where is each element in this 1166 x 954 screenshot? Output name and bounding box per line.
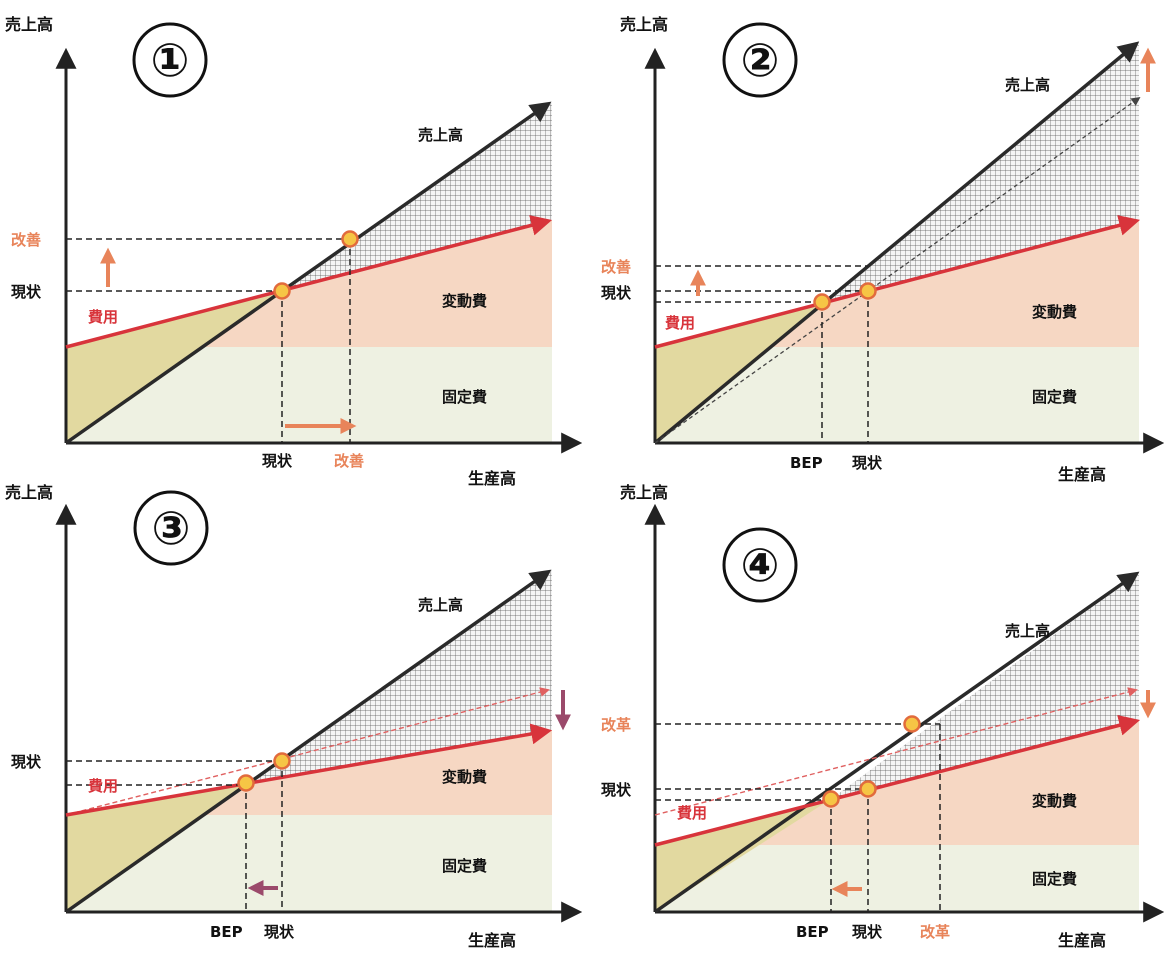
y-axis-label: 売上高 — [620, 15, 668, 34]
sales-line — [64, 101, 552, 445]
cost-label: 費用 — [88, 777, 118, 795]
panel-number-circle — [722, 22, 798, 98]
panel-1: ① 売上高 生産高 売上高 費用 変動費 固定費 改善 現状 現状 改善 — [5, 15, 583, 488]
cost-label: 費用 — [88, 308, 118, 326]
cost-line — [65, 723, 553, 817]
y-mark-current: 現状 — [11, 283, 42, 301]
x-mark-improve: 改善 — [334, 452, 364, 470]
panel-4: ④ 売上高 生産高 売上高 費用 変動費 固定費 改革 現状 BEP 現状 改革 — [601, 483, 1165, 950]
x-axis-label: 生産高 — [1058, 931, 1106, 950]
x-mark-reform: 改革 — [920, 923, 950, 941]
panel-2: ② 売上高 生産高 売上高 費用 変動費 固定費 改善 現状 BEP 現状 — [601, 15, 1165, 484]
fixed-cost-label: 固定費 — [1032, 388, 1077, 406]
improved-point — [341, 230, 359, 248]
fixed-cost-label: 固定費 — [442, 388, 487, 406]
x-axis-label: 生産高 — [468, 469, 516, 488]
sales-label: 売上高 — [418, 596, 463, 614]
x-mark-current: 現状 — [262, 452, 293, 470]
y-mark-reform: 改革 — [601, 716, 631, 734]
y-mark-current: 現状 — [601, 781, 632, 799]
cost-line — [654, 215, 1141, 349]
variable-cost-label: 変動費 — [1032, 792, 1077, 810]
sales-line — [653, 571, 1140, 914]
bep-point — [822, 790, 840, 808]
x-mark-current: 現状 — [852, 923, 883, 941]
cost-label: 費用 — [677, 804, 707, 822]
variable-cost-label: 変動費 — [442, 292, 487, 310]
profit-area — [831, 572, 1139, 799]
x-mark-bep: BEP — [790, 454, 823, 472]
cost-line — [654, 715, 1141, 847]
panel-number: ④ — [741, 538, 780, 592]
old-cost-line — [65, 687, 550, 816]
sales-label: 売上高 — [418, 126, 463, 144]
current-point — [859, 780, 877, 798]
y-axis-label: 売上高 — [5, 15, 53, 34]
y-axis-label: 売上高 — [5, 483, 53, 502]
x-mark-current: 現状 — [264, 923, 295, 941]
variable-cost-area — [66, 220, 552, 347]
y-axis-label: 売上高 — [620, 483, 668, 502]
fixed-cost-label: 固定費 — [1032, 870, 1077, 888]
sales-line — [64, 569, 552, 914]
x-axis-label: 生産高 — [1058, 465, 1106, 484]
current-point — [859, 282, 877, 300]
cost-line — [65, 215, 553, 349]
current-point — [273, 752, 291, 770]
x-mark-bep: BEP — [210, 923, 243, 941]
x-axis-label: 生産高 — [468, 931, 516, 950]
bep-point — [237, 774, 255, 792]
y-mark-current: 現状 — [11, 753, 42, 771]
cost-label: 費用 — [665, 314, 695, 332]
current-point — [273, 282, 291, 300]
y-mark-improve: 改善 — [601, 258, 631, 276]
bep-point — [813, 293, 831, 311]
variable-cost-label: 変動費 — [1032, 303, 1077, 321]
sales-line — [653, 41, 1140, 445]
old-cost-line — [654, 687, 1138, 816]
panel-3: ③ 売上高 生産高 売上高 費用 変動費 固定費 現状 BEP 現状 — [5, 483, 583, 950]
reform-point — [903, 715, 921, 733]
x-mark-bep: BEP — [796, 923, 829, 941]
old-sales-line — [654, 96, 1141, 444]
loss-area — [655, 799, 831, 912]
x-mark-current: 現状 — [852, 454, 883, 472]
panel-number: ③ — [152, 501, 191, 555]
panel-number: ② — [741, 33, 780, 87]
panel-number: ① — [151, 33, 190, 87]
sales-label: 売上高 — [1005, 76, 1050, 94]
sales-label: 売上高 — [1005, 622, 1050, 640]
y-mark-current: 現状 — [601, 284, 632, 302]
fixed-cost-label: 固定費 — [442, 857, 487, 875]
panel-number-circle — [133, 490, 209, 566]
variable-cost-label: 変動費 — [442, 768, 487, 786]
y-mark-improve: 改善 — [11, 231, 41, 249]
panel-number-circle — [132, 22, 208, 98]
panel-number-circle — [722, 527, 798, 603]
